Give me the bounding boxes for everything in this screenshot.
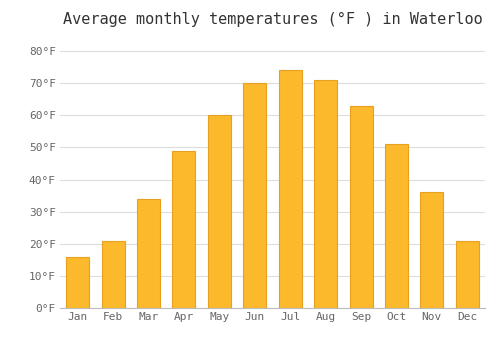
Title: Average monthly temperatures (°F ) in Waterloo: Average monthly temperatures (°F ) in Wa… [62,12,482,27]
Bar [66,257,89,308]
Bar [208,115,231,308]
Bar [420,193,444,308]
Bar [314,80,337,308]
Bar [278,70,301,308]
Bar [102,240,124,308]
Bar [456,240,479,308]
Bar [244,83,266,308]
Bar [350,106,372,308]
Bar [385,144,408,308]
Bar [137,199,160,308]
Bar [172,150,196,308]
